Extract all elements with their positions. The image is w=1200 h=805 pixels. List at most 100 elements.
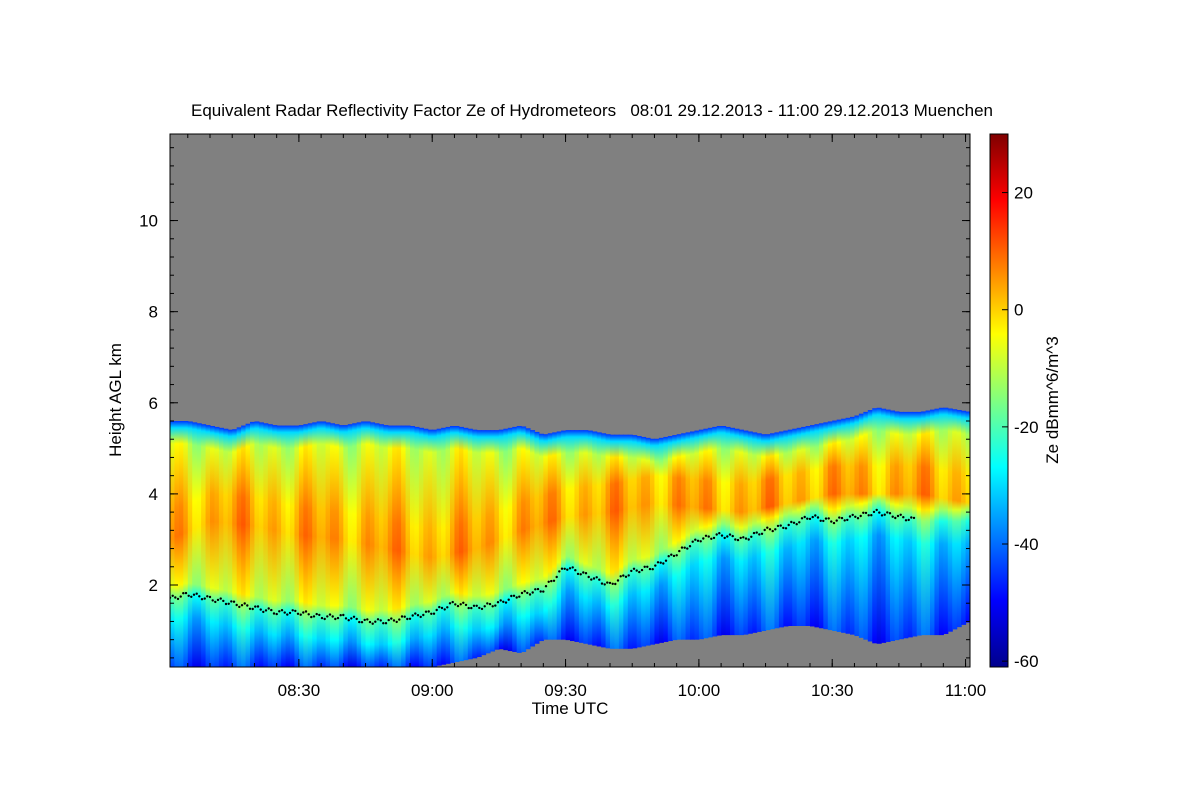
echo-column bbox=[765, 434, 771, 631]
melting-layer-dot bbox=[907, 518, 910, 522]
melting-layer-dot bbox=[382, 622, 385, 625]
echo-column bbox=[801, 426, 807, 626]
melting-layer-dot bbox=[195, 592, 198, 595]
melting-layer-dot bbox=[280, 609, 284, 612]
melting-layer-dot bbox=[318, 613, 321, 617]
echo-column bbox=[627, 434, 633, 649]
x-tick-label: 10:00 bbox=[678, 681, 721, 700]
melting-layer-dot bbox=[875, 508, 878, 512]
echo-column bbox=[823, 422, 829, 630]
melting-layer-dot bbox=[758, 533, 761, 536]
echo-column bbox=[881, 408, 887, 643]
melting-layer-dot bbox=[179, 595, 182, 598]
melting-layer-dot bbox=[419, 615, 422, 619]
melting-layer-dot bbox=[235, 603, 238, 607]
echo-column bbox=[787, 429, 793, 626]
melting-layer-dot bbox=[392, 619, 396, 622]
echo-column bbox=[841, 418, 847, 633]
melting-layer-dot bbox=[824, 517, 828, 520]
melting-layer-dot bbox=[384, 622, 388, 625]
melting-layer-dot bbox=[894, 516, 897, 520]
echo-column bbox=[521, 426, 527, 652]
colorbar-tick-label: -20 bbox=[1014, 418, 1039, 437]
melting-layer-dot bbox=[360, 621, 364, 624]
melting-layer-dot bbox=[819, 519, 822, 522]
melting-layer-dot bbox=[747, 538, 750, 541]
melting-layer-dot bbox=[512, 594, 516, 597]
melting-layer-dot bbox=[606, 581, 609, 584]
melting-layer-dot bbox=[838, 516, 841, 519]
melting-layer-dot bbox=[390, 617, 393, 620]
echo-column bbox=[898, 411, 904, 640]
echo-column bbox=[316, 421, 322, 667]
echo-column bbox=[414, 426, 420, 667]
echo-column bbox=[338, 425, 344, 667]
melting-layer-dot bbox=[576, 572, 580, 576]
echo-column bbox=[943, 407, 949, 634]
echo-column bbox=[792, 428, 798, 626]
melting-layer-dot bbox=[798, 521, 801, 524]
melting-layer-dot bbox=[376, 618, 380, 621]
melting-layer-dot bbox=[398, 618, 401, 621]
melting-layer-dot bbox=[712, 536, 716, 540]
echo-column bbox=[730, 427, 736, 636]
melting-layer-dot bbox=[782, 526, 785, 530]
melting-layer-dot bbox=[182, 592, 185, 595]
echo-column bbox=[494, 430, 500, 650]
melting-layer-dot bbox=[446, 606, 449, 609]
melting-layer-dot bbox=[254, 605, 257, 608]
melting-layer-dot bbox=[806, 517, 809, 520]
colorbar-tick-label: 0 bbox=[1014, 301, 1023, 320]
melting-layer-dot bbox=[286, 613, 289, 616]
melting-layer-dot bbox=[710, 537, 713, 540]
echo-column bbox=[423, 428, 429, 667]
melting-layer-dot bbox=[443, 608, 446, 611]
melting-layer-dot bbox=[571, 566, 574, 569]
melting-layer-dot bbox=[344, 617, 348, 620]
echo-column bbox=[294, 425, 300, 667]
melting-layer-dot bbox=[547, 580, 550, 583]
melting-layer-dot bbox=[304, 610, 308, 613]
colorbar-tick-label: -60 bbox=[1014, 652, 1039, 671]
melting-layer-dot bbox=[243, 602, 246, 605]
melting-layer-dot bbox=[411, 614, 414, 617]
echo-column bbox=[321, 421, 327, 667]
melting-layer-dot bbox=[275, 612, 278, 616]
melting-layer-dot bbox=[451, 600, 454, 604]
echo-column bbox=[614, 434, 620, 649]
melting-layer-dot bbox=[870, 514, 873, 517]
echo-column bbox=[556, 431, 562, 640]
melting-layer-dot bbox=[435, 608, 438, 612]
melting-layer-dot bbox=[454, 603, 457, 606]
melting-layer-dot bbox=[718, 532, 721, 535]
echo-column bbox=[912, 411, 918, 637]
echo-column bbox=[681, 433, 687, 640]
melting-layer-dot bbox=[523, 590, 526, 593]
melting-layer-dot bbox=[440, 606, 444, 610]
melting-layer-dot bbox=[198, 595, 201, 598]
melting-layer-dot bbox=[779, 524, 782, 527]
melting-layer-dot bbox=[899, 513, 902, 516]
melting-layer-dot bbox=[230, 600, 233, 603]
melting-layer-dot bbox=[867, 514, 870, 517]
melting-layer-dot bbox=[830, 520, 833, 523]
echo-column bbox=[552, 432, 558, 640]
melting-layer-dot bbox=[688, 545, 692, 548]
melting-layer-dot bbox=[387, 618, 390, 622]
echo-column bbox=[956, 409, 962, 628]
echo-column bbox=[587, 430, 593, 645]
echo-column bbox=[570, 430, 576, 642]
melting-layer-dot bbox=[672, 554, 676, 558]
echo-column bbox=[747, 431, 753, 634]
melting-layer-dot bbox=[886, 511, 889, 514]
echo-column bbox=[885, 409, 891, 642]
melting-layer-dot bbox=[910, 516, 913, 519]
melting-layer-dot bbox=[670, 553, 673, 556]
melting-layer-dot bbox=[227, 602, 230, 605]
melting-layer-dot bbox=[462, 601, 465, 604]
melting-layer-dot bbox=[206, 595, 209, 598]
echo-column bbox=[961, 410, 967, 625]
melting-layer-dot bbox=[550, 579, 553, 583]
melting-layer-dot bbox=[590, 578, 593, 581]
echo-column bbox=[921, 411, 927, 636]
